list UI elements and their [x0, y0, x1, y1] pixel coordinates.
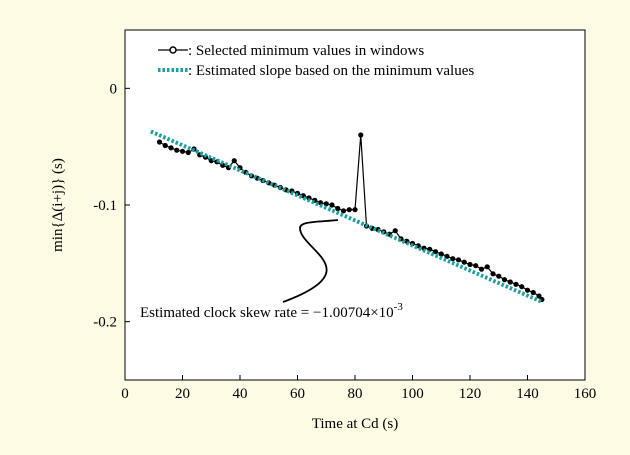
data-point [484, 264, 490, 270]
data-point [438, 251, 444, 257]
data-point [524, 287, 531, 293]
data-point [340, 208, 347, 214]
y-tick-label: -0.1 [93, 198, 117, 214]
x-tick-label: 20 [175, 386, 190, 402]
data-point [455, 257, 462, 263]
data-point [352, 207, 358, 213]
data-point [156, 139, 163, 145]
data-point [358, 132, 364, 138]
data-point [473, 263, 479, 269]
data-point [478, 266, 485, 272]
x-tick-label: 60 [290, 386, 305, 402]
x-tick-label: 80 [348, 386, 363, 402]
x-tick-label: 140 [516, 386, 539, 402]
data-point [467, 261, 473, 268]
data-point [513, 281, 519, 287]
data-point [346, 207, 352, 213]
data-point [329, 202, 335, 208]
data-point [323, 201, 329, 207]
data-point [392, 228, 398, 234]
data-point [162, 142, 168, 149]
legend-label: : Selected minimum values in windows [188, 43, 424, 59]
x-axis-label: Time at Cd (s) [312, 416, 399, 432]
y-axis-label: min{Δ(i+j)} (s) [50, 158, 66, 252]
annotation: Estimated clock skew rate = −1.00704×10-… [140, 301, 403, 321]
data-point [231, 158, 237, 164]
data-point [335, 205, 341, 212]
data-point [536, 293, 542, 299]
data-point [496, 273, 502, 279]
x-tick-label: 40 [233, 386, 248, 402]
x-tick-label: 120 [459, 386, 482, 402]
annotation-exponent: -3 [394, 301, 404, 313]
data-point [461, 259, 467, 265]
data-point [519, 284, 525, 290]
annotation-arrow [282, 219, 339, 303]
y-tick-label: -0.2 [93, 315, 117, 331]
x-tick-label: 0 [121, 386, 129, 402]
data-point [168, 145, 174, 151]
x-tick-label: 160 [574, 386, 597, 402]
slope-line [150, 129, 543, 304]
data-point [174, 147, 180, 153]
data-point [444, 253, 450, 259]
y-tick-label: 0 [110, 81, 118, 97]
data-point [179, 148, 186, 154]
data-point [501, 277, 508, 283]
x-tick-label: 100 [401, 386, 424, 402]
data-point [530, 289, 536, 296]
data-point [185, 149, 191, 156]
annotation-text: Estimated clock skew rate = −1.00704×10 [140, 305, 394, 321]
data-point [450, 256, 456, 262]
legend-marker [169, 46, 177, 54]
legend-label: : Estimated slope based on the minimum v… [188, 63, 474, 79]
data-point [507, 279, 513, 285]
data-point [490, 271, 496, 277]
